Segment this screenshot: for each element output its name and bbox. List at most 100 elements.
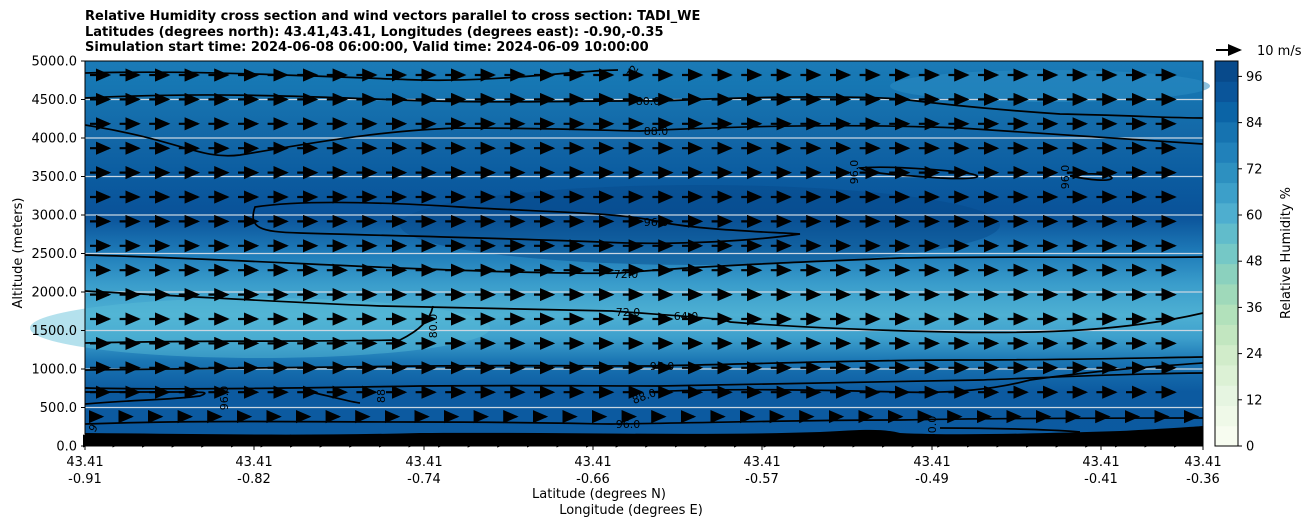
- y-axis: 0.0 500.0 1000.0 1500.0 2000.0 2500.0 3000.0 35…: [32, 55, 85, 455]
- colorbar-segment: [1215, 81, 1238, 103]
- contour-label: 80.0: [636, 95, 661, 108]
- quiver-key-label: 10 m/s: [1257, 44, 1302, 59]
- colorbar-tick-label: 36: [1246, 301, 1263, 316]
- title-line-1: Relative Humidity cross section and wind…: [85, 9, 701, 24]
- x-tick-label-lat: 43.41: [1082, 455, 1119, 470]
- y-tick-label: 4500.0: [32, 93, 78, 108]
- contour-line: [84, 290, 1204, 334]
- x-axis: 43.41 -0.91 43.41 -0.82 43.41 -0.74 43.41 -0.66…: [66, 446, 1222, 487]
- x-axis-label-latitude: Latitude (degrees N): [532, 487, 666, 502]
- x-tick-label-lat: 43.41: [1184, 455, 1221, 470]
- x-tick-label-lat: 43.41: [66, 455, 103, 470]
- y-tick-label: 4000.0: [32, 132, 78, 147]
- y-axis-label: Altitude (meters): [11, 198, 26, 309]
- contour-label: 80.0: [427, 314, 440, 339]
- contour-label: 96.0: [848, 160, 861, 185]
- contour-label-text: 64.0: [674, 310, 699, 323]
- contour-label-text: 88: [375, 389, 388, 403]
- colorbar-segment: [1215, 243, 1238, 265]
- colorbar-segment: [1215, 405, 1238, 427]
- y-tick-label: 3500.0: [32, 170, 78, 185]
- contour-label-text: 88.0: [644, 125, 669, 138]
- contour-label: 88: [375, 389, 388, 403]
- colorbar: 0 12 24 36 48 60 72 84 96: [1214, 60, 1263, 455]
- colorbar-segment: [1215, 61, 1238, 82]
- x-tick-label-lat: 43.41: [405, 455, 442, 470]
- colorbar-segment: [1215, 283, 1238, 305]
- colorbar-segment: [1215, 344, 1238, 366]
- contour-label: 72.0: [616, 306, 641, 319]
- y-tick-label: 5000.0: [32, 55, 78, 70]
- colorbar-tick-label: 0: [1246, 440, 1254, 455]
- colorbar-segment: [1215, 162, 1238, 184]
- y-tick-label: 2000.0: [32, 286, 78, 301]
- y-tick-label: 3000.0: [32, 209, 78, 224]
- contour-label-text: 80.0: [427, 314, 440, 339]
- colorbar-segment: [1215, 324, 1238, 346]
- contour-line: [252, 201, 801, 245]
- y-tick-label: 2500.0: [32, 247, 78, 262]
- contour-label: 64.0: [674, 310, 699, 323]
- x-tick-label-lon: -0.82: [237, 472, 271, 487]
- title-line-3: Simulation start time: 2024-06-08 06:00:…: [85, 40, 649, 55]
- x-tick-label-lon: -0.36: [1186, 472, 1220, 487]
- contour-label: 96.0: [650, 360, 675, 373]
- contour-label: 88.0: [644, 125, 669, 138]
- contour-label: 96.0: [218, 386, 231, 411]
- rh-patch-upper-right: [890, 70, 1210, 102]
- x-tick-label-lat: 43.41: [574, 455, 611, 470]
- colorbar-tick-label: 12: [1246, 393, 1263, 408]
- colorbar-segment: [1215, 385, 1238, 406]
- contour-line: [84, 417, 1204, 425]
- contour-line: [939, 427, 1081, 433]
- colorbar-segment: [1215, 263, 1238, 285]
- x-tick-label-lon: -0.57: [745, 472, 779, 487]
- contour-label-text: 80.0: [926, 416, 939, 441]
- contour-label-text: 96.0: [848, 160, 861, 185]
- colorbar-segment: [1215, 223, 1238, 244]
- colorbar-segment: [1215, 121, 1238, 143]
- contour-label-text: 80.0: [636, 95, 661, 108]
- contour-line: [84, 254, 1204, 275]
- contour-label: 96.0: [616, 418, 641, 431]
- x-tick-label-lat: 43.41: [913, 455, 950, 470]
- colorbar-tick-label: 60: [1246, 209, 1263, 224]
- x-tick-label-lon: -0.66: [576, 472, 610, 487]
- x-tick-label-lon: -0.74: [407, 472, 441, 487]
- contour-label-text: 96.0: [218, 386, 231, 411]
- x-tick-label-lon: -0.91: [68, 472, 102, 487]
- x-tick-label-lat: 43.41: [235, 455, 272, 470]
- contour-label-text: 96.0: [650, 360, 675, 373]
- colorbar-tick-label: 84: [1246, 116, 1263, 131]
- contour-label: 80.0: [926, 416, 939, 441]
- colorbar-frame: [1214, 60, 1239, 447]
- x-tick-label-lon: -0.41: [1084, 472, 1118, 487]
- x-tick-label-lat: 43.41: [743, 455, 780, 470]
- colorbar-tick-label: 24: [1246, 347, 1263, 362]
- quiver-key: 10 m/s: [1216, 44, 1302, 59]
- colorbar-segment: [1215, 364, 1238, 386]
- contour-label-text: 72.0: [616, 306, 641, 319]
- colorbar-segment: [1215, 142, 1238, 163]
- chart-title: Relative Humidity cross section and wind…: [85, 9, 700, 56]
- colorbar-segment: [1215, 182, 1238, 204]
- contour-line: [84, 124, 1204, 157]
- contour-label: 96.0: [1059, 165, 1072, 190]
- contour-label-text: 96.0: [616, 418, 641, 431]
- colorbar-segment: [1215, 202, 1238, 224]
- y-tick-label: 1000.0: [32, 363, 78, 378]
- colorbar-segment: [1215, 304, 1238, 325]
- colorbar-tick-label: 96: [1246, 70, 1263, 85]
- colorbar-tick-label: 72: [1246, 162, 1263, 177]
- colorbar-label: Relative Humidity %: [1279, 187, 1294, 319]
- colorbar-segment: [1215, 425, 1238, 447]
- y-tick-label: 500.0: [40, 401, 77, 416]
- contour-label-text: 96.0: [1059, 165, 1072, 190]
- x-axis-label-longitude: Longitude (degrees E): [559, 503, 703, 518]
- x-tick-label-lon: -0.49: [915, 472, 949, 487]
- colorbar-segment: [1215, 101, 1238, 123]
- y-tick-label: 0.0: [56, 440, 77, 455]
- colorbar-tick-label: 48: [1246, 255, 1263, 270]
- wind-vectors: [82, 68, 1200, 448]
